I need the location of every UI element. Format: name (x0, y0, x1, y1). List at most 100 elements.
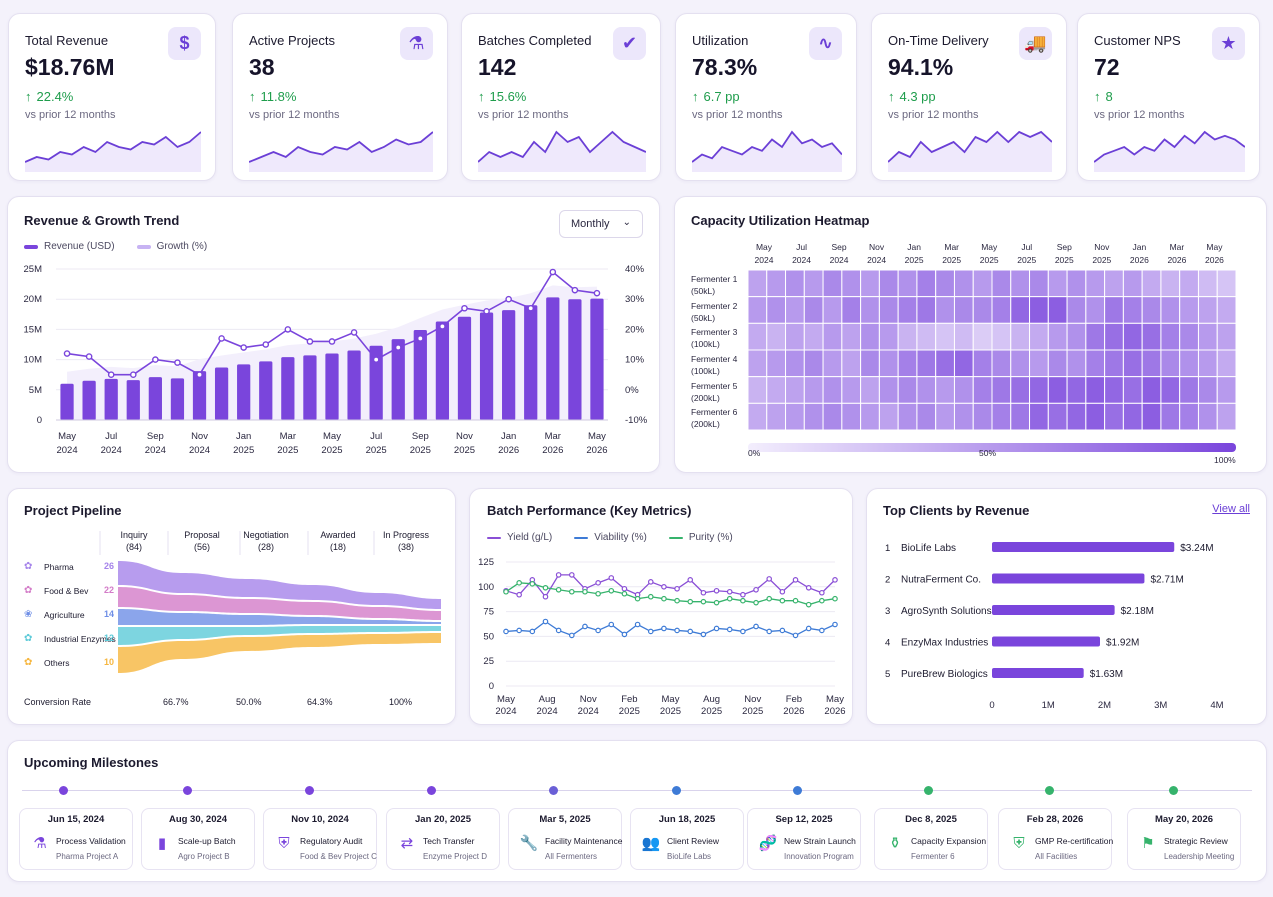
heatmap-cell (841, 376, 862, 404)
milestone-card[interactable]: Jun 15, 2024 ⚗ Process Validation Pharma Pr… (19, 808, 133, 870)
kpi-card[interactable]: Customer NPS 72 ↑ 8 vs prior 12 months ★ (1077, 13, 1260, 181)
wrench-icon: 🔧 (519, 835, 539, 852)
chevron-down-icon: ⌄ (622, 217, 631, 228)
kpi-card[interactable]: Total Revenue $18.76M ↑ 22.4% vs prior 12 mo… (8, 13, 216, 181)
heatmap-col-label: Jan 2025 (904, 242, 924, 265)
milestone-card[interactable]: Dec 8, 2025 ⚱ Capacity Expansion Fermenter … (874, 808, 988, 870)
revenue-bar (590, 298, 604, 420)
kpi-card[interactable]: Utilization 78.3% ↑ 6.7 pp vs prior 12 month… (675, 13, 857, 181)
heatmap-cell (953, 296, 974, 324)
heatmap-cell (747, 269, 768, 298)
batch-point (647, 628, 654, 635)
clients-title: Top Clients by Revenue (883, 503, 1030, 518)
heatmap-col-label: Mar 2026 (1167, 242, 1187, 265)
batch-point (634, 621, 641, 628)
heatmap-cell (766, 402, 787, 431)
x-tick-month: Feb (621, 694, 637, 705)
heatmap-row-label: Fermenter 6 (200kL) (691, 407, 738, 430)
client-value: $1.63M (1090, 669, 1123, 680)
heatmap-cell (897, 322, 918, 351)
milestone-card[interactable]: Jan 20, 2025 ⇄ Tech Transfer Enzyme Project… (386, 808, 500, 870)
batch-point (674, 627, 680, 634)
heatmap-cell (972, 402, 993, 431)
heatmap-cell (822, 322, 843, 351)
growth-point (63, 350, 71, 357)
pipeline-segment-label: ✿ Others (24, 657, 70, 668)
batch-point (753, 599, 759, 606)
x-tick: 4M (1210, 700, 1223, 711)
milestone-date: Feb 28, 2026 (1026, 814, 1084, 825)
milestone-card[interactable]: Nov 10, 2024 ⛨ Regulatory Audit Food & Bev … (263, 808, 377, 870)
x-tick-month: Nov (580, 694, 597, 705)
heatmap-cell (897, 269, 918, 298)
heatmap-cell (1047, 322, 1068, 351)
heatmap-cell (878, 322, 899, 351)
x-tick-month: Nov (456, 431, 473, 442)
milestone-card[interactable]: Sep 12, 2025 🧬 New Strain Launch Innovation… (747, 808, 861, 870)
milestone-subtitle: All Fermenters (545, 852, 598, 861)
batch-point (569, 632, 575, 639)
milestone-title: New Strain Launch (784, 836, 856, 846)
kpi-card[interactable]: On-Time Delivery 94.1% ↑ 4.3 pp vs prior 12 … (871, 13, 1067, 181)
x-tick-year: 2024 (495, 706, 516, 717)
milestone-card[interactable]: May 20, 2026 ⚑ Strategic Review Leadership … (1127, 808, 1241, 870)
x-tick-year: 2025 (454, 445, 475, 456)
x-tick: 0 (989, 700, 994, 711)
heatmap-cell (1047, 296, 1068, 324)
revenue-bar (546, 297, 560, 420)
heatmap-cell (1047, 349, 1068, 378)
kpi-title: Batches Completed (478, 33, 592, 48)
heatmap-cell (972, 349, 993, 378)
milestone-date: Jan 20, 2025 (415, 814, 471, 825)
clients-chart: 1 BioLife Labs $3.24M 2 NutraFerment Co. $2.7… (885, 542, 1224, 711)
heatmap-cell (841, 269, 862, 298)
heatmap-cell (878, 349, 899, 378)
batch-point (832, 577, 838, 583)
batch-point (661, 595, 667, 602)
heatmap-row-label: Fermenter 3 (100kL) (691, 327, 738, 350)
milestone-card[interactable]: Feb 28, 2026 ⛨ GMP Re-certification All Fac… (998, 808, 1113, 870)
milestone-subtitle: Pharma Project A (56, 852, 119, 861)
y-tick: 25 (483, 656, 494, 667)
revenue-bar (237, 364, 251, 420)
milestone-card[interactable]: Mar 5, 2025 🔧 Facility Maintenance All Ferm… (508, 808, 622, 870)
growth-point (571, 286, 579, 294)
x-tick-month: Jan (501, 431, 516, 442)
milestone-card[interactable]: Aug 30, 2024 ▮ Scale-up Batch Agro Project … (141, 808, 255, 870)
milestone-card[interactable]: Jun 18, 2025 👥 Client Review BioLife Labs (630, 808, 744, 870)
batch-point (819, 589, 825, 596)
milestone-title: Client Review (667, 836, 719, 846)
milestone-date: Sep 12, 2025 (775, 814, 833, 825)
heatmap-cell (953, 349, 974, 378)
kpi-card[interactable]: Active Projects 38 ↑ 11.8% vs prior 12 month… (232, 13, 448, 181)
x-tick-month: Feb (786, 694, 802, 705)
y-tick: 75 (483, 607, 494, 618)
heatmap-cell (860, 322, 880, 351)
view-all-link[interactable]: View all (1212, 503, 1250, 515)
x-tick-month: Jul (370, 431, 382, 442)
batch-point (529, 628, 536, 635)
batch-point (766, 576, 773, 582)
arrow-up-icon: ↑ (25, 89, 32, 104)
food-icon: ✿ (24, 585, 33, 596)
heatmap-cell (953, 402, 974, 431)
milestone-subtitle: Agro Project B (178, 852, 230, 861)
heatmap-cell (860, 402, 880, 431)
heatmap-cell (1029, 376, 1049, 404)
heatmap-cell (1085, 296, 1106, 324)
x-tick-year: 2024 (145, 445, 166, 456)
heatmap-cell (1141, 322, 1162, 351)
heatmap-cell (822, 376, 843, 404)
heatmap-cell (822, 269, 843, 298)
revenue-bar (259, 361, 273, 420)
x-tick: 2M (1098, 700, 1111, 711)
kpi-card[interactable]: Batches Completed 142 ↑ 15.6% vs prior 12 mo… (461, 13, 661, 181)
y-right-tick: 10% (625, 355, 645, 366)
batch-series-line (505, 620, 836, 637)
growth-point (350, 329, 358, 336)
heatmap-cell (991, 349, 1012, 378)
heatmap-cell (1066, 322, 1087, 351)
heatmap-cell (1216, 376, 1237, 404)
period-select[interactable]: Monthly ⌄ (559, 210, 643, 238)
client-bar (992, 573, 1145, 584)
